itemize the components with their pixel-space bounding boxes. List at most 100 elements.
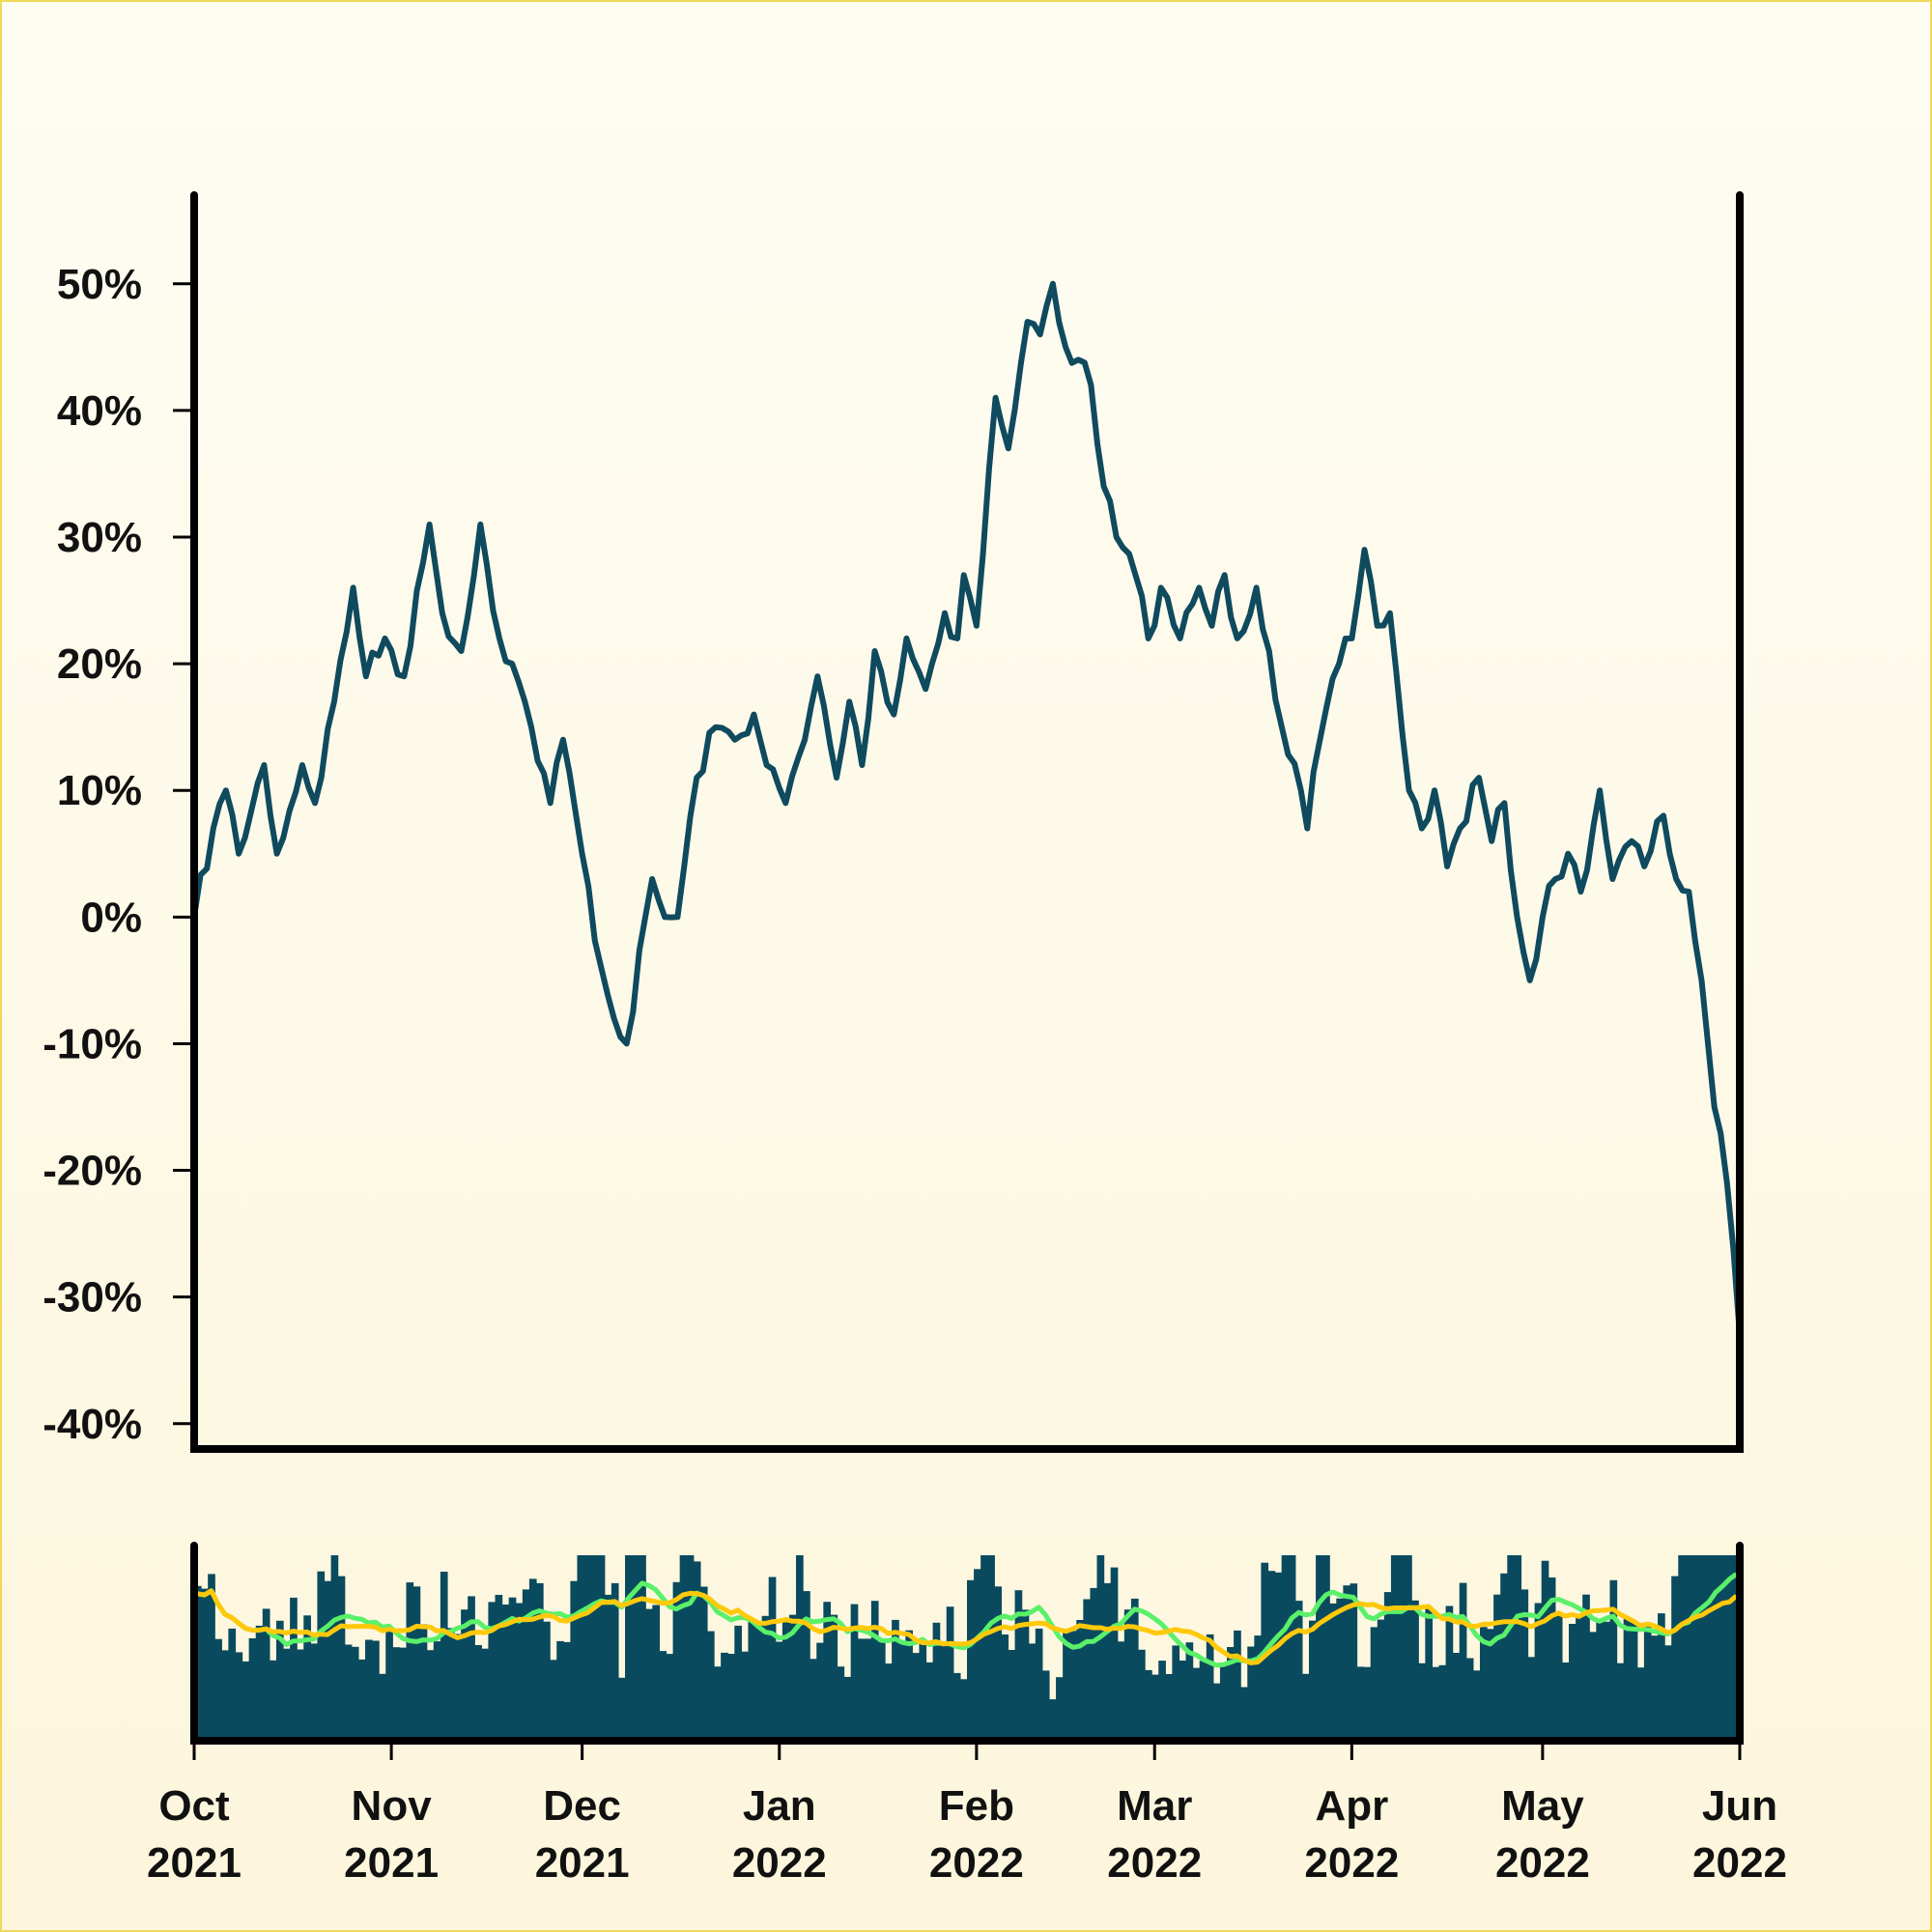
- volume-bar: [617, 1677, 626, 1741]
- volume-bar: [788, 1614, 797, 1741]
- x-tick-year-label: 2021: [535, 1839, 630, 1887]
- volume-bar: [1582, 1594, 1590, 1741]
- volume-bar: [1658, 1613, 1665, 1741]
- volume-bar: [310, 1643, 319, 1741]
- volume-bar: [1103, 1582, 1112, 1741]
- volume-bar: [461, 1609, 469, 1741]
- volume-bar: [1671, 1576, 1679, 1741]
- volume-bar: [1383, 1592, 1392, 1741]
- x-tick-month-label: Feb: [939, 1782, 1014, 1830]
- volume-bar: [337, 1576, 346, 1741]
- volume-bar: [877, 1641, 886, 1741]
- volume-bar: [1596, 1621, 1605, 1741]
- volume-bar: [1487, 1629, 1494, 1741]
- volume-bar: [1459, 1582, 1467, 1741]
- price-panel-frame: [190, 191, 1744, 1453]
- volume-bar: [454, 1634, 462, 1741]
- volume-bar: [392, 1647, 400, 1741]
- volume-bar: [255, 1625, 264, 1741]
- volume-bar: [959, 1679, 968, 1741]
- volume-bar: [262, 1608, 270, 1741]
- volume-bar: [870, 1601, 879, 1741]
- volume-bar: [228, 1628, 237, 1741]
- volume-bar: [761, 1615, 770, 1741]
- volume-bar: [1520, 1589, 1529, 1741]
- x-tick-month-label: Dec: [543, 1782, 621, 1830]
- volume-bar: [796, 1555, 804, 1741]
- volume-bar: [1534, 1603, 1543, 1741]
- volume-bar: [1712, 1555, 1720, 1741]
- volume-bar: [679, 1555, 688, 1741]
- volume-bar: [440, 1572, 448, 1741]
- volume-bar: [1316, 1555, 1323, 1741]
- x-tick-month-label: Jun: [1702, 1782, 1777, 1830]
- volume-bar: [1021, 1609, 1030, 1741]
- volume-bar: [1254, 1635, 1263, 1741]
- y-tick-label: 30%: [57, 514, 142, 561]
- x-tick-month-label: Jan: [743, 1782, 816, 1830]
- volume-bar: [1212, 1683, 1221, 1741]
- volume-bar: [468, 1596, 475, 1741]
- volume-bar: [235, 1652, 243, 1741]
- volume-bar: [426, 1650, 435, 1741]
- volume-bar: [727, 1654, 735, 1741]
- volume-bar: [522, 1589, 530, 1741]
- volume-bar: [1541, 1560, 1549, 1741]
- volume-bar: [1363, 1666, 1372, 1741]
- volume-bar: [905, 1630, 913, 1741]
- volume-bar: [1685, 1555, 1693, 1741]
- volume-bar: [946, 1606, 954, 1741]
- volume-bar: [1500, 1573, 1508, 1741]
- y-axis-labels: 50% 40% 30% 20% 10% 0% -10% -20% -30% -40%: [43, 261, 194, 1448]
- x-tick-year-label: 2022: [1692, 1839, 1787, 1887]
- volume-bar: [1438, 1664, 1447, 1741]
- volume-bar: [597, 1555, 606, 1741]
- volume-bar: [1137, 1649, 1146, 1741]
- volume-bar: [932, 1622, 941, 1741]
- volume-bar: [1123, 1609, 1132, 1741]
- volume-bar: [1678, 1555, 1686, 1741]
- volume-bar: [1165, 1674, 1173, 1741]
- volume-bar: [379, 1673, 386, 1741]
- volume-bar: [1418, 1662, 1426, 1741]
- volume-bar: [590, 1555, 599, 1741]
- volume-bar: [1425, 1606, 1434, 1741]
- y-tick-label: -20%: [43, 1148, 142, 1195]
- volume-bar: [843, 1676, 852, 1741]
- volume-bar: [1609, 1579, 1618, 1741]
- volume-bar: [419, 1624, 428, 1741]
- volume-bar: [1398, 1555, 1406, 1741]
- y-tick-label: -40%: [43, 1401, 142, 1448]
- volume-bar: [1219, 1663, 1228, 1741]
- volume-bar: [1172, 1645, 1180, 1741]
- volume-bar: [823, 1602, 832, 1741]
- volume-bar: [303, 1615, 311, 1741]
- volume-bar: [1247, 1646, 1255, 1741]
- volume-bar: [754, 1625, 763, 1741]
- volume-bar: [1636, 1667, 1645, 1741]
- volume-bar: [1329, 1603, 1337, 1741]
- volume-bar: [994, 1586, 1002, 1741]
- volume-bar: [1294, 1601, 1303, 1741]
- volume-bar: [919, 1641, 927, 1741]
- volume-bar: [1267, 1571, 1276, 1741]
- volume-bar: [987, 1555, 995, 1741]
- volume-bar: [857, 1638, 866, 1741]
- volume-bar: [1405, 1555, 1412, 1741]
- volume-bar: [1151, 1674, 1159, 1741]
- volume-bar: [974, 1569, 981, 1741]
- volume-bar: [1288, 1555, 1296, 1741]
- volume-bar: [1432, 1666, 1440, 1741]
- volume-bar: [672, 1581, 681, 1741]
- x-tick-month-label: Mar: [1117, 1782, 1192, 1830]
- volume-bar: [666, 1654, 674, 1741]
- volume-bar: [1589, 1632, 1597, 1741]
- volume-bar: [1008, 1650, 1016, 1741]
- x-tick-year-label: 2022: [929, 1839, 1024, 1887]
- volume-bar: [1110, 1567, 1119, 1741]
- volume-bar: [781, 1620, 790, 1741]
- volume-bar: [1603, 1621, 1611, 1741]
- volume-bar: [1576, 1617, 1583, 1741]
- volume-bar: [1199, 1661, 1208, 1741]
- volume-bar: [1493, 1594, 1501, 1741]
